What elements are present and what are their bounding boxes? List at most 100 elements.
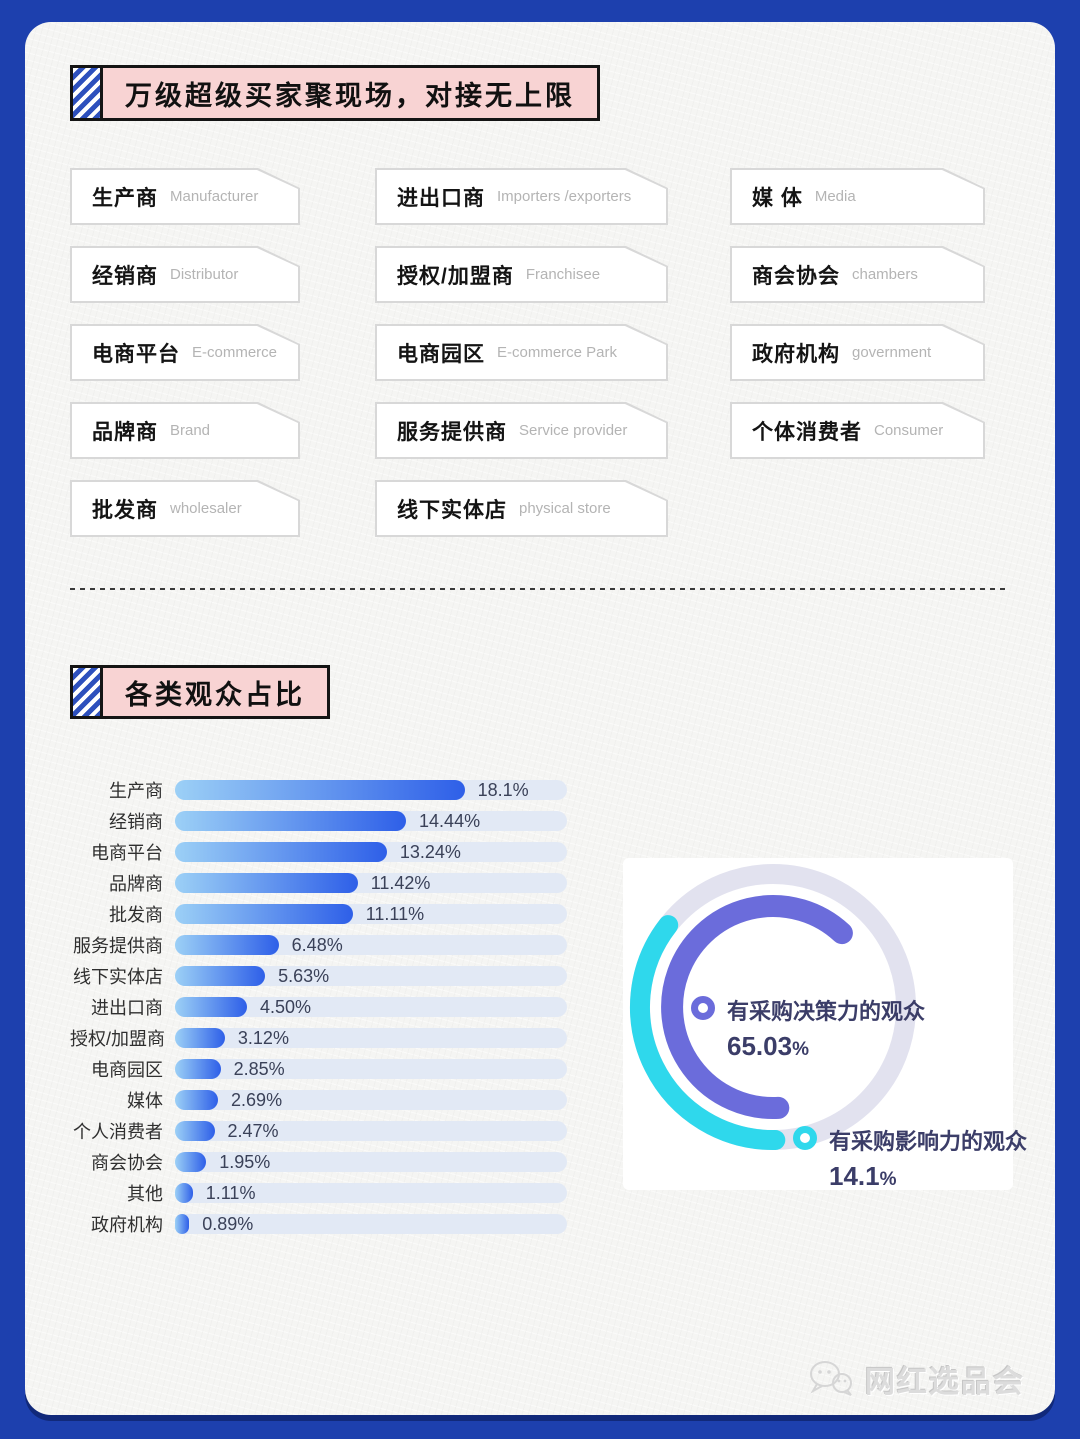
buyer-cards-column-2: 进出口商 Importers /exporters 授权/加盟商 Franchisee… xyxy=(375,168,668,537)
bar-track: 1.11% xyxy=(175,1183,567,1203)
bar-track: 1.95% xyxy=(175,1152,567,1172)
bar xyxy=(175,811,407,831)
donut-arc-influence xyxy=(630,915,786,1151)
buyer-name-cn: 电商平台 xyxy=(92,342,180,366)
bar xyxy=(175,842,387,862)
bar xyxy=(175,1028,225,1048)
buyer-card-face: 媒 体 Media xyxy=(732,170,983,223)
bar-value-label: 5.63% xyxy=(278,966,330,986)
percent-sign: % xyxy=(879,1169,897,1190)
bar xyxy=(175,780,465,800)
bar-value-label: 0.89% xyxy=(202,1214,254,1234)
buyer-name-cn: 经销商 xyxy=(92,264,158,288)
bar-row: 个人消费者 2.47% xyxy=(70,1121,567,1142)
bar-row: 品牌商 11.42% xyxy=(70,873,567,894)
buyer-card: 授权/加盟商 Franchisee xyxy=(375,246,668,303)
bar-category-label: 媒体 xyxy=(127,1091,163,1111)
bar-row: 其他 1.11% xyxy=(70,1183,567,1204)
buyer-name-en: Service provider xyxy=(519,422,628,439)
bar-category-label: 个人消费者 xyxy=(73,1122,163,1142)
buyer-card-face: 商会协会 chambers xyxy=(732,248,983,301)
bar-track: 4.50% xyxy=(175,997,567,1017)
buyer-card: 经销商 Distributor xyxy=(70,246,300,303)
bar-value-label: 13.24% xyxy=(399,842,461,862)
bar-category-label: 其他 xyxy=(127,1184,163,1204)
buyer-card: 媒 体 Media xyxy=(730,168,985,225)
watermark-text: 网红选品会 xyxy=(865,1366,1025,1399)
bar-row: 商会协会 1.95% xyxy=(70,1152,567,1173)
legend-influence: 有采购影响力的观众 14.1% xyxy=(793,1124,1027,1192)
buyer-name-cn: 品牌商 xyxy=(92,420,158,444)
buyer-name-cn: 政府机构 xyxy=(752,342,840,366)
bar-row: 经销商 14.44% xyxy=(70,811,567,832)
buyer-card: 商会协会 chambers xyxy=(730,246,985,303)
bar-track: 11.11% xyxy=(175,904,567,924)
bar-value-label: 11.11% xyxy=(365,904,425,924)
buyer-name-cn: 商会协会 xyxy=(752,264,840,288)
buyer-card-face: 进出口商 Importers /exporters xyxy=(377,170,666,223)
bar-category-label: 授权/加盟商 xyxy=(70,1029,166,1049)
bar xyxy=(175,935,279,955)
buyer-name-en: Manufacturer xyxy=(170,188,259,205)
striped-accent-icon xyxy=(73,668,103,716)
buyer-card-face: 电商园区 E-commerce Park xyxy=(377,326,666,379)
bar xyxy=(175,1214,190,1234)
donut-chart-panel: 有采购决策力的观众 65.03% 有采购影响力的观众 14.1% xyxy=(623,858,1027,1191)
bar xyxy=(175,1152,207,1172)
striped-accent-icon xyxy=(73,68,103,118)
buyer-card-face: 线下实体店 physical store xyxy=(377,482,666,535)
bar-category-label: 电商平台 xyxy=(91,843,163,863)
content-panel: 万级超级买家聚现场，对接无上限 生产商 Manufacturer 经销商 Distri… xyxy=(25,22,1055,1415)
bar xyxy=(175,1090,219,1110)
buyer-name-en: Importers /exporters xyxy=(497,188,632,205)
buyer-card: 批发商 wholesaler xyxy=(70,480,300,537)
buyer-name-en: Consumer xyxy=(874,422,944,439)
buyer-name-en: Distributor xyxy=(170,266,239,283)
ring-bullet-icon xyxy=(691,996,715,1020)
bar-row: 政府机构 0.89% xyxy=(70,1214,567,1235)
bar xyxy=(175,1183,193,1203)
buyer-card-face: 授权/加盟商 Franchisee xyxy=(377,248,666,301)
buyer-name-en: chambers xyxy=(852,266,918,283)
buyer-name-cn: 个体消费者 xyxy=(752,420,862,444)
legend-label: 有采购决策力的观众 xyxy=(727,999,926,1024)
bar-row: 生产商 18.1% xyxy=(70,780,567,801)
buyer-card-face: 政府机构 government xyxy=(732,326,983,379)
legend-decision: 有采购决策力的观众 65.03% xyxy=(691,994,925,1062)
bar-track: 6.48% xyxy=(175,935,567,955)
legend-value-number: 65.03 xyxy=(727,1031,793,1061)
buyer-card: 电商园区 E-commerce Park xyxy=(375,324,668,381)
bar-value-label: 2.47% xyxy=(227,1121,279,1141)
buyer-name-en: E-commerce Park xyxy=(497,344,618,361)
bar-value-label: 6.48% xyxy=(291,935,343,955)
buyer-name-cn: 服务提供商 xyxy=(397,420,507,444)
bar-value-label: 2.85% xyxy=(233,1059,285,1079)
buyer-card: 品牌商 Brand xyxy=(70,402,300,459)
bar-track: 0.89% xyxy=(175,1214,567,1234)
bar-category-label: 生产商 xyxy=(109,781,163,801)
legend-value-number: 14.1 xyxy=(829,1161,880,1191)
bar xyxy=(175,873,358,893)
bar-category-label: 商会协会 xyxy=(91,1153,163,1173)
buyer-name-cn: 电商园区 xyxy=(397,342,485,366)
bar-value-label: 3.12% xyxy=(237,1028,289,1048)
bar-row: 电商平台 13.24% xyxy=(70,842,567,863)
buyer-card-face: 经销商 Distributor xyxy=(72,248,298,301)
bar xyxy=(175,997,247,1017)
bar-row: 进出口商 4.50% xyxy=(70,997,567,1018)
buyer-card-face: 电商平台 E-commerce xyxy=(72,326,298,379)
buyer-card: 电商平台 E-commerce xyxy=(70,324,300,381)
buyer-name-cn: 授权/加盟商 xyxy=(397,264,514,288)
donut-chart xyxy=(630,864,916,1151)
bar-track: 13.24% xyxy=(175,842,567,862)
bar-value-label: 1.95% xyxy=(219,1152,271,1172)
buyer-name-en: wholesaler xyxy=(170,500,242,517)
bar-row: 电商园区 2.85% xyxy=(70,1059,567,1080)
section-header-buyers: 万级超级买家聚现场，对接无上限 xyxy=(70,65,600,121)
bar-value-label: 1.11% xyxy=(205,1183,256,1203)
legend-label: 有采购影响力的观众 xyxy=(829,1129,1028,1154)
bar xyxy=(175,1059,221,1079)
buyer-name-cn: 生产商 xyxy=(92,186,158,210)
bar-row: 服务提供商 6.48% xyxy=(70,935,567,956)
buyer-name-cn: 进出口商 xyxy=(397,186,485,210)
